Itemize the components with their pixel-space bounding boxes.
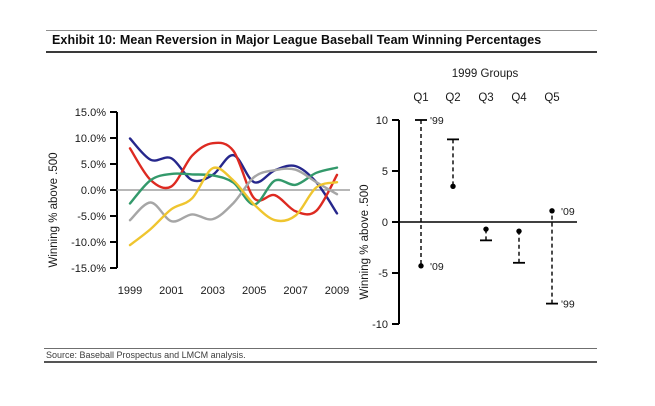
left-y-tick-label: -5.0% [77,211,106,223]
footer-rule-bottom [44,361,597,363]
left-y-tick-label: 5.0% [81,159,106,171]
annotation-q1-2009: '09 [430,261,444,273]
marker-2009-q4 [516,228,522,234]
source-note: Source: Baseball Prospectus and LMCM ana… [46,350,246,360]
annotation-q5-2009: '09 [561,206,575,218]
winning-pct-line-chart: Winning % above .500 15.0% 10.0% 5.0% 0.0% -5… [48,107,350,297]
right-y-tick-label: 5 [382,166,388,178]
left-y-axis-title: Winning % above .500 [48,152,60,267]
line-series-yellow [128,166,339,247]
footer-rule-top [44,348,597,349]
right-chart-title: 1999 Groups [452,68,519,80]
line-series-navy [128,137,339,215]
right-y-axis-title: Winning % above .500 [359,184,371,299]
category-label-q2: Q2 [445,92,460,104]
line-series-gray [128,167,339,223]
title-rule-bottom [46,51,597,53]
left-y-tick-label: -15.0% [71,263,106,275]
marker-2009-q2 [450,183,456,189]
left-x-tick-label: 2001 [159,285,183,297]
title-rule-top [46,30,597,31]
marker-2009-q1 [418,263,424,269]
right-y-tick-label: -10 [372,319,388,331]
category-label-q4: Q4 [511,92,527,104]
left-y-tick-label: -10.0% [71,237,106,249]
line-series-green [128,166,339,206]
left-x-tick-label: 2007 [283,285,307,297]
right-y-tick-label: 10 [376,115,388,127]
marker-2009-q3 [483,226,489,232]
left-y-tick-label: 15.0% [75,107,106,119]
left-x-tick-label: 2009 [325,285,349,297]
1999-groups-range-chart: 1999 Groups Q1 Q2 Q3 Q4 Q5 Winning % above .50… [359,68,577,331]
left-y-tick-label: 10.0% [75,133,106,145]
annotation-q5-1999: '99 [561,299,575,311]
left-x-tick-label: 1999 [118,285,142,297]
left-x-tick-label: 2003 [201,285,225,297]
category-label-q5: Q5 [544,92,559,104]
annotation-q1-1999: '99 [430,115,444,127]
category-label-q1: Q1 [413,92,428,104]
right-y-tick-label: -5 [378,268,388,280]
left-x-tick-label: 2005 [242,285,266,297]
category-label-q3: Q3 [478,92,493,104]
marker-2009-q5 [549,208,555,214]
line-series-red [128,141,339,216]
right-y-tick-label: 0 [382,217,388,229]
left-y-tick-label: 0.0% [81,185,106,197]
exhibit-title: Exhibit 10: Mean Reversion in Major Leag… [52,33,542,47]
